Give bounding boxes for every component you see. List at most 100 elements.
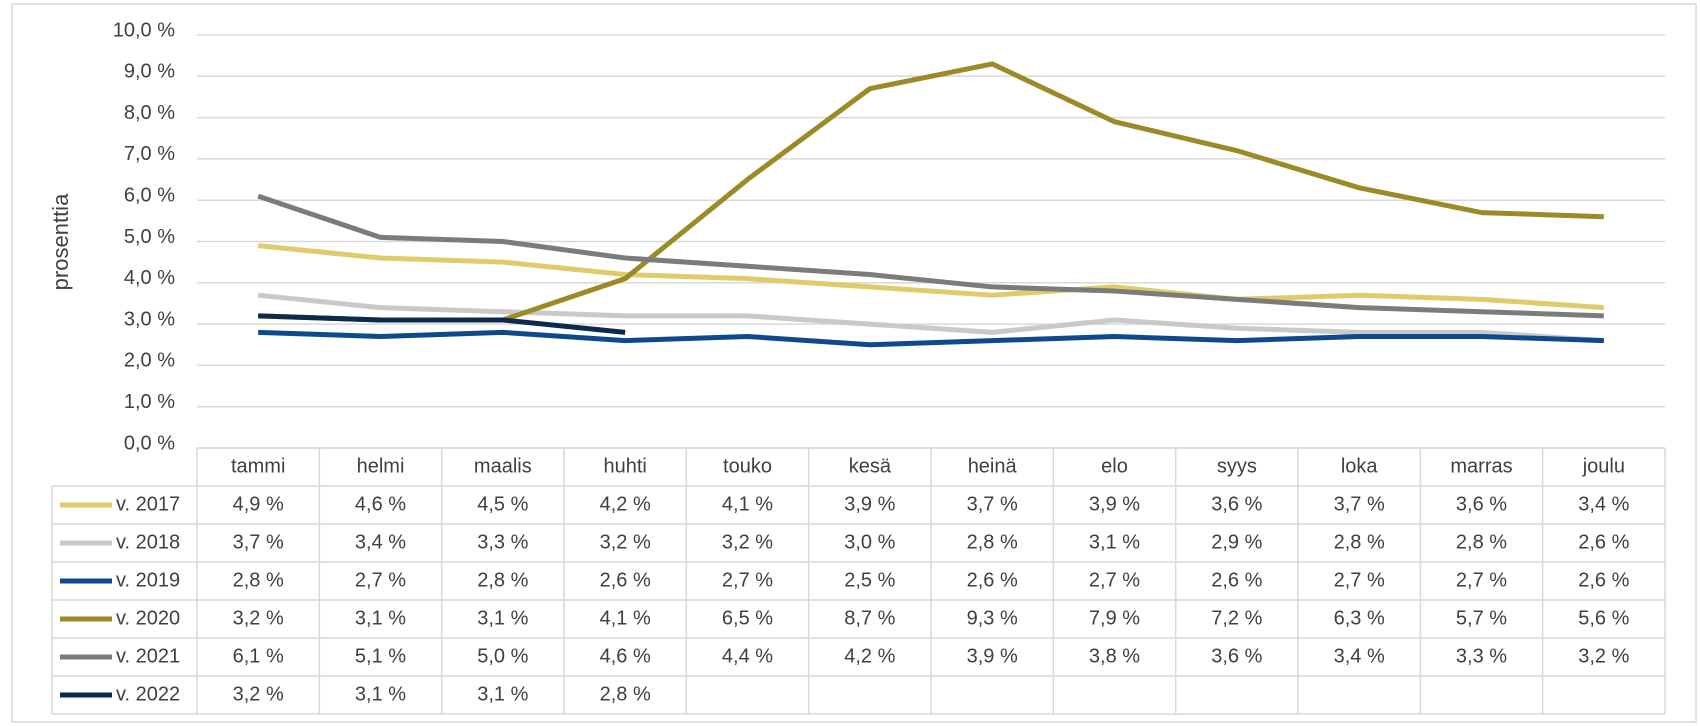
table-value: 5,1 % [355,645,406,667]
legend-label: v. 2022 [116,683,180,705]
table-value: 3,1 % [477,607,528,629]
table-value: 8,7 % [844,607,895,629]
table-value: 4,2 % [600,493,651,515]
table-value: 2,8 % [967,531,1018,553]
table-value: 3,6 % [1211,645,1262,667]
table-value: 4,2 % [844,645,895,667]
table-value: 4,5 % [477,493,528,515]
table-value: 3,4 % [1334,645,1385,667]
table-value: 3,3 % [1456,645,1507,667]
x-tick-label: touko [723,455,772,477]
table-value: 2,7 % [722,569,773,591]
table-value: 3,7 % [233,531,284,553]
table-value: 2,7 % [1456,569,1507,591]
table-value: 2,6 % [1578,569,1629,591]
table-value: 4,6 % [355,493,406,515]
table-value: 3,3 % [477,531,528,553]
table-value: 7,2 % [1211,607,1262,629]
table-value: 5,6 % [1578,607,1629,629]
series-line [258,313,626,335]
table-value: 3,4 % [355,531,406,553]
table-value: 2,9 % [1211,531,1262,553]
y-tick-label: 3,0 % [124,308,175,330]
x-tick-label: huhti [603,455,646,477]
x-tick-label: maalis [474,455,532,477]
table-value: 3,6 % [1211,493,1262,515]
table-value: 2,7 % [1089,569,1140,591]
y-tick-label: 9,0 % [124,61,175,83]
table-value: 2,6 % [967,569,1018,591]
table-value: 5,7 % [1456,607,1507,629]
y-tick-label: 2,0 % [124,350,175,372]
table-value: 2,8 % [1456,531,1507,553]
table-value: 6,1 % [233,645,284,667]
table-value: 3,0 % [844,531,895,553]
x-tick-label: loka [1341,455,1379,477]
table-value: 2,8 % [477,569,528,591]
table-value: 3,2 % [233,683,284,705]
table-value: 3,9 % [1089,493,1140,515]
table-value: 2,8 % [233,569,284,591]
table-value: 3,1 % [355,607,406,629]
table-value: 2,8 % [600,683,651,705]
x-tick-label: joulu [1582,455,1625,477]
table-value: 3,6 % [1456,493,1507,515]
table-value: 6,5 % [722,607,773,629]
x-tick-label: tammi [231,455,285,477]
table-value: 3,8 % [1089,645,1140,667]
y-tick-label: 7,0 % [124,143,175,165]
series-line [257,193,1604,319]
x-tick-label: syys [1217,455,1257,477]
y-tick-label: 6,0 % [124,184,175,206]
legend-label: v. 2017 [116,493,180,515]
series-line [257,243,1604,311]
x-tick-label: kesä [849,455,892,477]
y-tick-label: 8,0 % [124,102,175,124]
x-tick-label: helmi [357,455,405,477]
table-value: 5,0 % [477,645,528,667]
table-value: 4,1 % [600,607,651,629]
y-tick-label: 4,0 % [124,267,175,289]
table-value: 3,2 % [722,531,773,553]
table-value: 3,9 % [844,493,895,515]
table-value: 2,6 % [1578,531,1629,553]
table-value: 3,2 % [1578,645,1629,667]
series-line [257,292,1604,344]
y-tick-label: 0,0 % [124,432,175,454]
table-value: 3,1 % [1089,531,1140,553]
y-tick-label: 1,0 % [124,391,175,413]
table-value: 6,3 % [1334,607,1385,629]
table-value: 7,9 % [1089,607,1140,629]
table-value: 3,2 % [600,531,651,553]
table-value: 4,1 % [722,493,773,515]
table-value: 3,9 % [967,645,1018,667]
table-value: 3,7 % [1334,493,1385,515]
legend-label: v. 2018 [116,531,180,553]
table-value: 2,8 % [1334,531,1385,553]
x-tick-label: heinä [968,455,1018,477]
table-value: 2,7 % [1334,569,1385,591]
table-value: 3,2 % [233,607,284,629]
table-value: 4,4 % [722,645,773,667]
x-tick-label: elo [1101,455,1128,477]
y-axis-label: prosenttia [48,193,73,290]
x-tick-label: marras [1450,455,1512,477]
table-value: 2,6 % [1211,569,1262,591]
table-value: 3,4 % [1578,493,1629,515]
table-value: 3,1 % [477,683,528,705]
table-value: 2,5 % [844,569,895,591]
y-tick-label: 5,0 % [124,226,175,248]
legend-label: v. 2020 [116,607,180,629]
table-value: 2,6 % [600,569,651,591]
legend-label: v. 2019 [116,569,180,591]
series-line [258,329,1604,348]
table-value: 2,7 % [355,569,406,591]
table-value: 3,7 % [967,493,1018,515]
legend-label: v. 2021 [116,645,180,667]
table-value: 9,3 % [967,607,1018,629]
table-value: 3,1 % [355,683,406,705]
table-value: 4,9 % [233,493,284,515]
chart-border [11,3,1697,723]
y-tick-label: 10,0 % [113,19,175,41]
